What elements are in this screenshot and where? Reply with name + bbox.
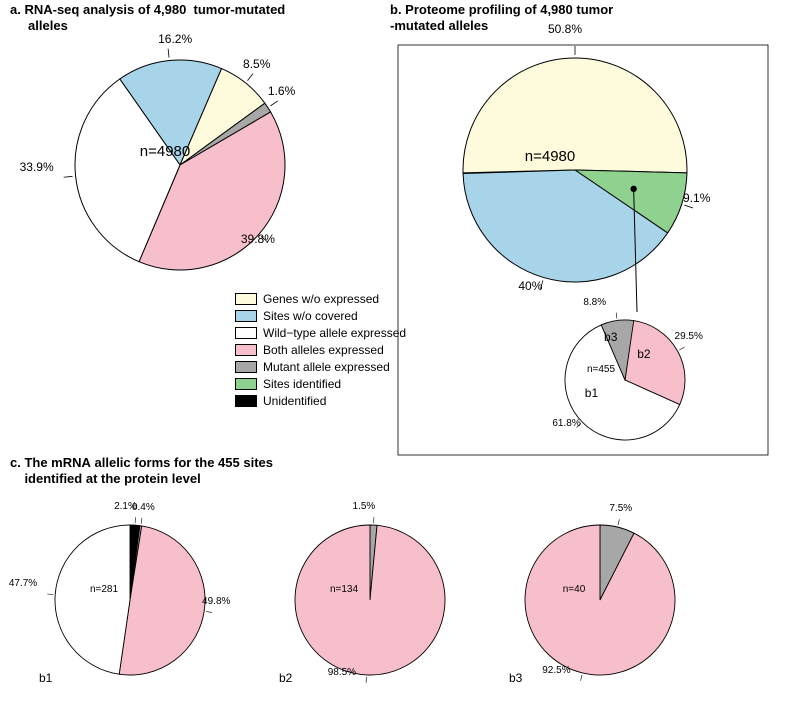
pie-slice-both_alleles — [525, 525, 675, 675]
leader-line — [270, 101, 278, 106]
panel-b-pct-sites_wo_covered: 40% — [518, 279, 542, 293]
legend-item-genes_wo_expressed: Genes w/o expressed — [235, 290, 406, 307]
legend-item-mutant: Mutant allele expressed — [235, 358, 406, 375]
legend-swatch — [235, 327, 257, 339]
legend: Genes w/o expressed Sites w/o covered Wild… — [235, 290, 406, 409]
legend-item-sites_identified: Sites identified — [235, 375, 406, 392]
panel-c-b2-center: n=134 — [330, 584, 358, 595]
panel-c-b2-name: b2 — [279, 671, 292, 685]
leader-line — [64, 176, 73, 177]
legend-label: Mutant allele expressed — [263, 360, 390, 374]
leader-line — [206, 612, 212, 613]
panel-c-b3-pct-both_alleles: 92.5% — [542, 665, 570, 676]
panel-c-b2-pct-both_alleles: 98.5% — [328, 667, 356, 678]
panel-c-b3-pct-mutant: 7.5% — [609, 503, 632, 514]
legend-item-unidentified: Unidentified — [235, 392, 406, 409]
panel-a-pct-wild_type: 33.9% — [20, 160, 54, 174]
legend-swatch — [235, 310, 257, 322]
leader-line — [168, 49, 169, 58]
legend-label: Sites identified — [263, 377, 341, 391]
leader-line — [679, 347, 684, 350]
pie-slice-wild_type — [55, 525, 130, 674]
panel-a-pct-genes_wo_expressed: 8.5% — [243, 57, 270, 71]
panel-a-center: n=4980 — [140, 143, 190, 160]
panel-b-sub-pct-wild_type: 61.8% — [552, 418, 580, 429]
panel-c-b1-name: b1 — [39, 671, 52, 685]
leader-line — [618, 519, 619, 525]
legend-item-both_alleles: Both alleles expressed — [235, 341, 406, 358]
panel-b-sub-pct-both_alleles: 29.5% — [675, 331, 703, 342]
panel-b-sub-pct-mutant: 8.8% — [583, 297, 606, 308]
panel-a-pct-mutant: 1.6% — [268, 84, 295, 98]
panel-c-b1-pct-mutant: 0.4% — [132, 502, 155, 513]
leader-line — [684, 205, 693, 208]
panel-c-b1-pct-wild_type: 47.7% — [9, 578, 37, 589]
panel-c-b2-pct-mutant: 1.5% — [353, 501, 376, 512]
legend-label: Sites w/o covered — [263, 309, 358, 323]
panel-b-center: n=4980 — [525, 148, 575, 165]
leader-line — [581, 675, 582, 681]
legend-item-wild_type: Wild−type allele expressed — [235, 324, 406, 341]
legend-swatch — [235, 395, 257, 407]
panel-b-pct-genes_wo_expressed: 50.8% — [548, 22, 582, 36]
panel-c-b1-pct-both_alleles: 49.8% — [202, 596, 230, 607]
legend-swatch — [235, 378, 257, 390]
panel-b-sub-center: n=455 — [587, 364, 615, 375]
panel-a-pct-sites_wo_covered: 16.2% — [158, 32, 192, 46]
legend-label: Wild−type allele expressed — [263, 326, 406, 340]
legend-label: Genes w/o expressed — [263, 292, 379, 306]
leader-line — [247, 74, 253, 81]
panel-b-sub-name-b2: b2 — [637, 347, 650, 361]
panel-b-pct-sites_identified: 9.1% — [683, 191, 710, 205]
panel-a-pct-both_alleles: 39.8% — [241, 232, 275, 246]
panel-b-sub-name-b1: b1 — [585, 386, 598, 400]
legend-swatch — [235, 361, 257, 373]
panel-c-b1-center: n=281 — [90, 584, 118, 595]
leader-line — [141, 518, 142, 524]
legend-swatch — [235, 344, 257, 356]
pie-slice-both_alleles — [295, 525, 445, 675]
panel-b-sub-name-b3: b3 — [604, 330, 617, 344]
legend-item-sites_wo_covered: Sites w/o covered — [235, 307, 406, 324]
legend-label: Unidentified — [263, 394, 326, 408]
legend-label: Both alleles expressed — [263, 343, 384, 357]
panel-c-b3-name: b3 — [509, 671, 522, 685]
leader-line — [616, 313, 617, 319]
legend-swatch — [235, 293, 257, 305]
panel-c-b3-center: n=40 — [563, 584, 586, 595]
